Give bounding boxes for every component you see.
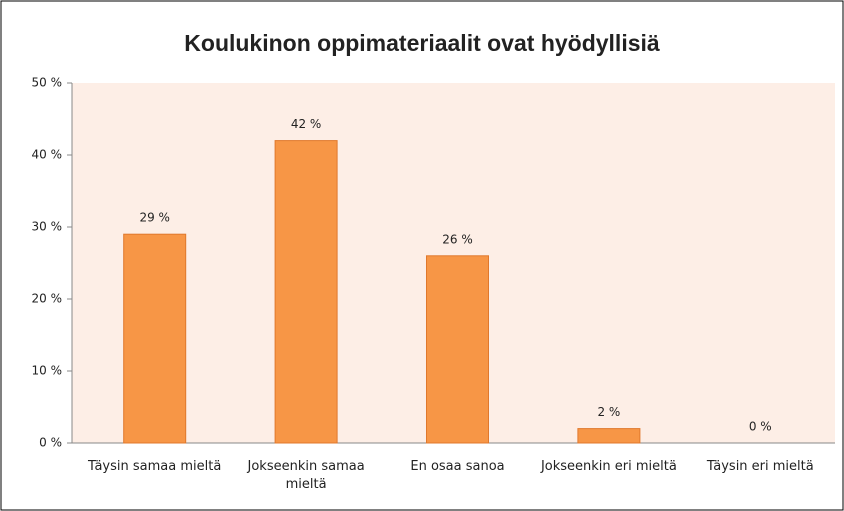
y-tick-label: 40 % [32, 148, 63, 162]
bar [426, 255, 489, 444]
data-label: 29 % [139, 211, 170, 225]
y-tick-label: 50 % [32, 76, 63, 90]
x-tick-label: En osaa sanoa [410, 459, 505, 474]
data-label: 0 % [749, 420, 772, 434]
x-tick-label: Täysin eri mieltä [706, 459, 814, 474]
data-label: 26 % [442, 232, 473, 246]
y-tick-label: 20 % [32, 292, 63, 306]
chart-title: Koulukinon oppimateriaalit ovat hyödylli… [184, 30, 660, 56]
data-label: 42 % [291, 117, 322, 131]
x-tick-label: Jokseenkin eri mieltä [540, 459, 677, 474]
bar [274, 140, 338, 444]
bar [123, 233, 187, 444]
x-tick-label: Jokseenkin samaa mieltä [247, 459, 365, 492]
data-label: 2 % [597, 405, 620, 419]
y-tick-label: 30 % [32, 220, 63, 234]
y-tick-label: 0 % [39, 436, 62, 450]
x-tick-label: Täysin samaa mieltä [88, 459, 222, 474]
bar [577, 428, 641, 444]
y-tick-label: 10 % [32, 364, 63, 378]
